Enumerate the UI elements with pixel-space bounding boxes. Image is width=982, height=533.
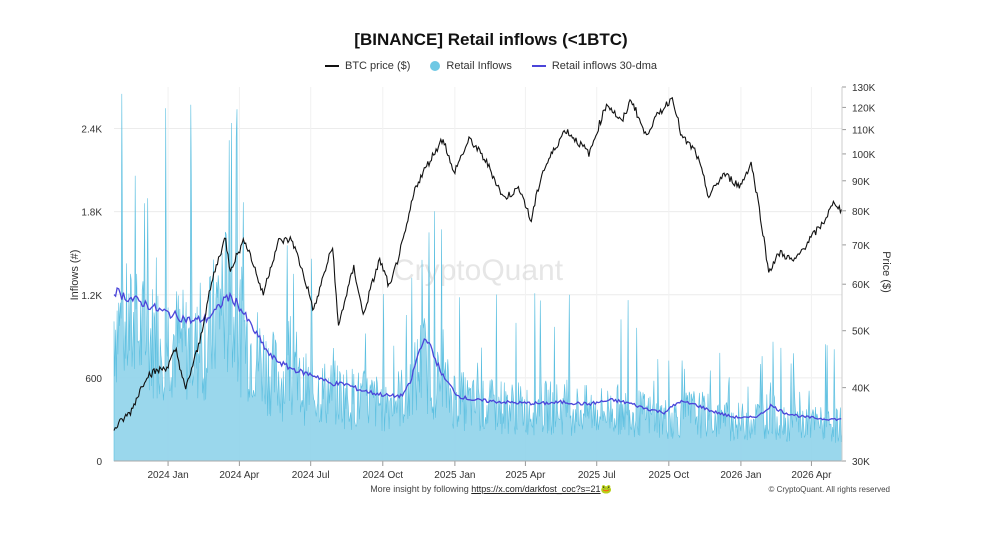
x-tick-label: 2024 Apr: [219, 470, 260, 481]
watermark-text: CryptoQuant: [393, 254, 564, 287]
y-right-tick-label: 60K: [852, 280, 870, 291]
legend-swatch-retail-30dma: [531, 65, 546, 67]
btc-price-line: [113, 96, 843, 431]
retail-inflows-series: [113, 93, 843, 462]
chart-title: [BINANCE] Retail inflows (<1BTC): [354, 30, 628, 49]
watermark: CryptoQuant: [393, 254, 564, 287]
y-right-axis-label: Price ($): [880, 251, 892, 293]
x-tick-label: 2026 Jan: [720, 470, 761, 481]
y-left-tick-label: 1.8K: [81, 208, 102, 219]
x-tick-label: 2025 Oct: [649, 470, 690, 481]
y-left-tick-label: 600: [85, 374, 102, 385]
y-left-tick-label: 0: [96, 457, 102, 468]
legend: BTC price ($) Retail Inflows Retail infl…: [0, 60, 982, 72]
footer-insight-link[interactable]: https://x.com/darkfost_coc?s=21: [471, 484, 601, 494]
x-tick-label: 2024 Oct: [362, 470, 403, 481]
y-right-tick-label: 30K: [852, 457, 870, 468]
y-right-tick-label: 90K: [852, 177, 870, 188]
y-right-tick-label: 130K: [852, 83, 876, 94]
footer-insight-text: More insight by following: [370, 484, 472, 494]
retail-inflows-area: [113, 93, 843, 462]
y-right-tick-label: 120K: [852, 103, 876, 114]
y-left-axis-label: Inflows (#): [69, 250, 81, 301]
legend-item-retail-inflows[interactable]: Retail Inflows: [430, 60, 512, 72]
retail-30dma-series: [113, 287, 842, 422]
y-right-tick-label: 100K: [852, 150, 876, 161]
retail-30dma-line: [113, 287, 842, 422]
legend-swatch-btc-price: [325, 65, 339, 67]
y-right-tick-label: 50K: [852, 327, 870, 338]
x-tick-label: 2025 Jul: [578, 470, 616, 481]
legend-item-retail-30dma[interactable]: Retail inflows 30-dma: [531, 60, 657, 72]
footer-insight: More insight by following https://x.com/…: [0, 484, 982, 495]
x-tick-label: 2025 Jan: [434, 470, 475, 481]
legend-label-btc-price: BTC price ($): [345, 60, 411, 72]
y-right-tick-label: 70K: [852, 241, 870, 252]
copyright-text: © CryptoQuant. All rights reserved: [768, 485, 891, 494]
x-tick-label: 2026 Apr: [791, 470, 832, 481]
x-tick-label: 2025 Apr: [505, 470, 546, 481]
x-tick-label: 2024 Jul: [292, 470, 330, 481]
axes: 0 600 1.2K 1.8K 2.4K 30K 40K 50K 60K 70K 80K 90K 100…: [81, 83, 875, 481]
frog-emoji-icon: 🐸: [600, 484, 612, 494]
btc-price-series: [113, 96, 843, 431]
y-right-tick-label: 110K: [852, 126, 875, 137]
y-left-tick-label: 2.4K: [81, 125, 102, 136]
y-right-tick-label: 80K: [852, 207, 870, 218]
y-left-tick-label: 1.2K: [81, 291, 102, 302]
y-right-tick-label: 40K: [852, 384, 870, 395]
legend-label-retail-inflows: Retail Inflows: [446, 60, 512, 72]
legend-label-retail-30dma: Retail inflows 30-dma: [551, 60, 657, 72]
legend-item-btc-price[interactable]: BTC price ($): [325, 60, 410, 72]
legend-swatch-retail-inflows: [430, 61, 441, 71]
x-tick-label: 2024 Jan: [147, 470, 188, 481]
